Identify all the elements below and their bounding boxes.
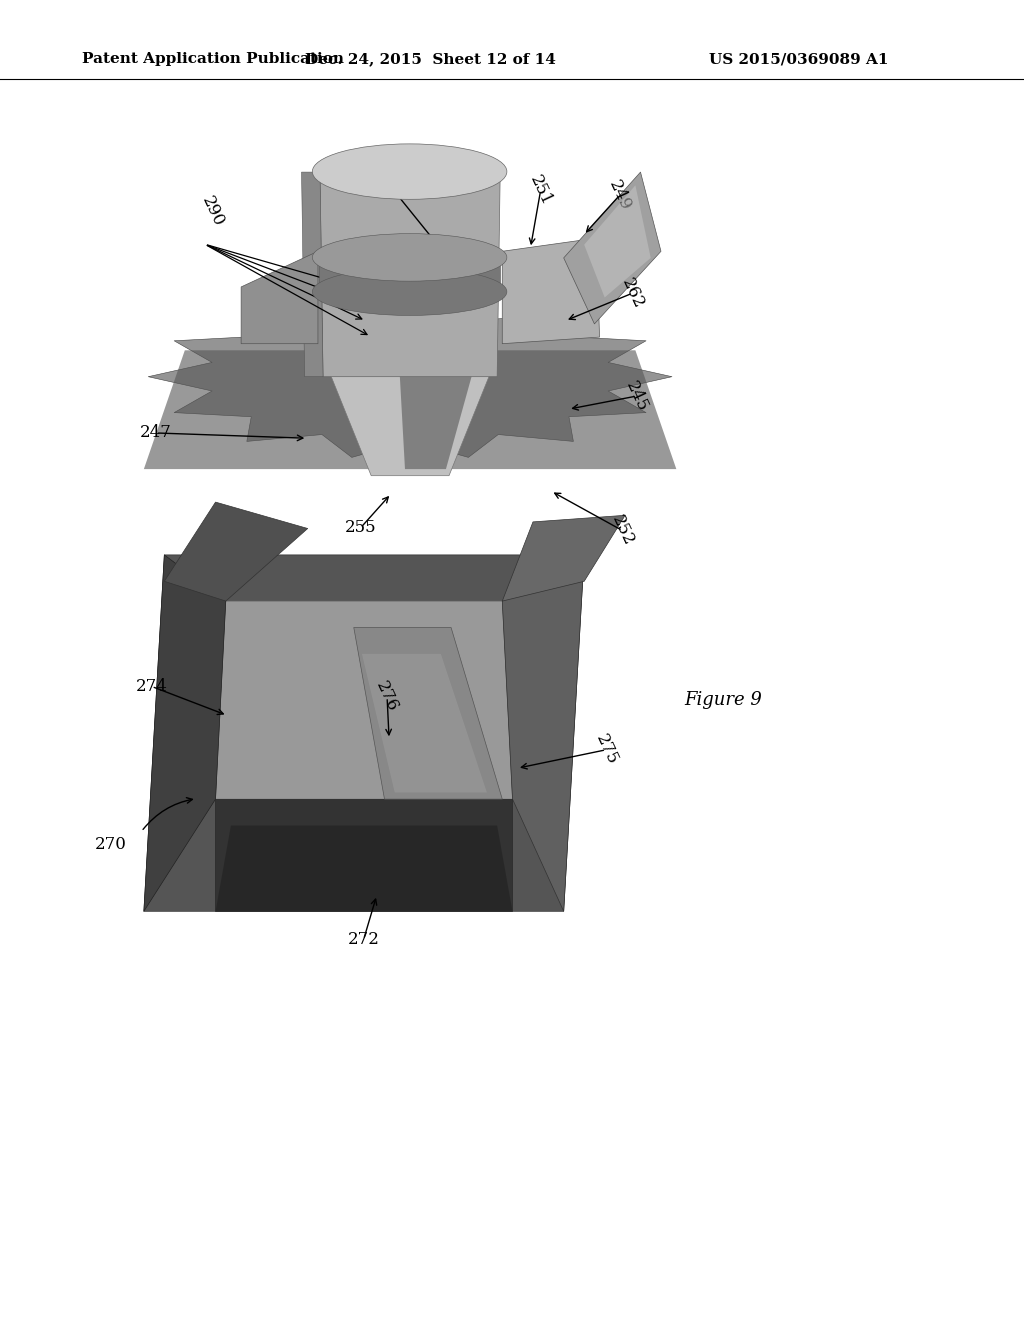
Text: 272: 272 <box>347 932 380 948</box>
Text: 247: 247 <box>139 425 172 441</box>
Text: Figure 9: Figure 9 <box>684 690 762 709</box>
Text: US 2015/0369089 A1: US 2015/0369089 A1 <box>709 53 889 66</box>
Text: 244: 244 <box>373 164 401 201</box>
Text: 262: 262 <box>618 275 647 312</box>
Ellipse shape <box>312 268 507 315</box>
Text: 270: 270 <box>94 837 127 853</box>
Ellipse shape <box>312 144 507 199</box>
Text: Dec. 24, 2015  Sheet 12 of 14: Dec. 24, 2015 Sheet 12 of 14 <box>305 53 555 66</box>
Text: 255: 255 <box>345 520 376 536</box>
Ellipse shape <box>312 234 507 281</box>
Text: 249: 249 <box>605 177 634 214</box>
Text: 274: 274 <box>135 678 168 694</box>
Text: 276: 276 <box>373 678 401 715</box>
Text: 290: 290 <box>199 193 227 230</box>
Text: 245: 245 <box>623 378 651 414</box>
Text: 251: 251 <box>526 172 555 209</box>
Text: 252: 252 <box>608 512 637 549</box>
Text: Patent Application Publication: Patent Application Publication <box>82 53 344 66</box>
Text: 275: 275 <box>592 731 621 768</box>
